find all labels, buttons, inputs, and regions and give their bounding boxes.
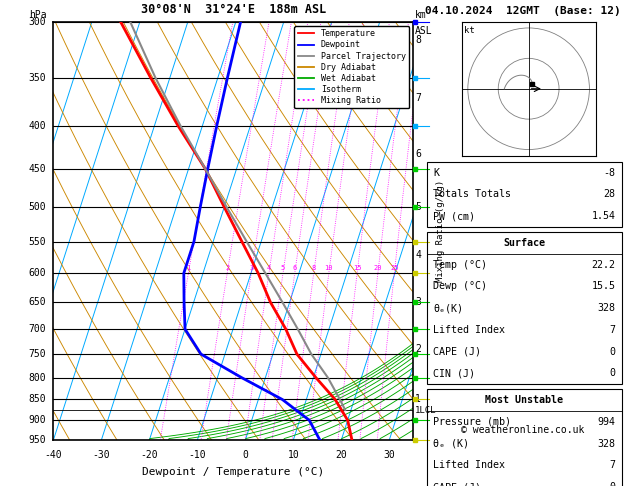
Text: 1: 1 [415, 395, 421, 404]
Text: Most Unstable: Most Unstable [486, 395, 564, 405]
Text: 0: 0 [610, 482, 616, 486]
Text: 15: 15 [353, 265, 362, 271]
Text: θₑ (K): θₑ (K) [433, 438, 469, 449]
Text: CAPE (J): CAPE (J) [433, 347, 481, 357]
Text: 6: 6 [292, 265, 297, 271]
Text: 328: 328 [598, 438, 616, 449]
Text: 10: 10 [287, 450, 299, 460]
Text: 15.5: 15.5 [591, 281, 616, 292]
Text: 8: 8 [311, 265, 316, 271]
Text: θₑ(K): θₑ(K) [433, 303, 464, 313]
Text: 800: 800 [29, 372, 47, 382]
Text: CIN (J): CIN (J) [433, 368, 476, 379]
Text: 500: 500 [29, 202, 47, 212]
Text: -40: -40 [45, 450, 62, 460]
Text: -30: -30 [92, 450, 110, 460]
Text: 28: 28 [603, 190, 616, 199]
Legend: Temperature, Dewpoint, Parcel Trajectory, Dry Adiabat, Wet Adiabat, Isotherm, Mi: Temperature, Dewpoint, Parcel Trajectory… [294, 26, 409, 108]
Text: CAPE (J): CAPE (J) [433, 482, 481, 486]
Text: 7: 7 [610, 460, 616, 470]
Bar [427, 232, 621, 384]
Text: hPa: hPa [29, 10, 47, 20]
Text: Dewp (°C): Dewp (°C) [433, 281, 487, 292]
Text: -8: -8 [603, 168, 616, 178]
Text: 7: 7 [415, 93, 421, 103]
Text: 2: 2 [415, 344, 421, 354]
Bar [427, 162, 621, 227]
Text: -10: -10 [189, 450, 206, 460]
Bar [427, 389, 621, 486]
Text: Totals Totals: Totals Totals [433, 190, 511, 199]
Text: 20: 20 [335, 450, 347, 460]
Text: 850: 850 [29, 395, 47, 404]
Text: 994: 994 [598, 417, 616, 427]
Text: 8: 8 [415, 35, 421, 45]
Text: 450: 450 [29, 164, 47, 174]
Text: 4: 4 [267, 265, 271, 271]
Text: 30: 30 [384, 450, 395, 460]
Text: Temp (°C): Temp (°C) [433, 260, 487, 270]
Text: © weatheronline.co.uk: © weatheronline.co.uk [460, 425, 584, 435]
Text: 650: 650 [29, 297, 47, 307]
Text: 2: 2 [225, 265, 230, 271]
Text: 3: 3 [415, 297, 421, 307]
Text: Mixing Ratio (g/kg): Mixing Ratio (g/kg) [436, 180, 445, 282]
Text: 0: 0 [610, 368, 616, 379]
Text: 30°08'N  31°24'E  188m ASL: 30°08'N 31°24'E 188m ASL [141, 2, 326, 16]
Text: 25: 25 [390, 265, 399, 271]
Text: 900: 900 [29, 415, 47, 425]
Text: 300: 300 [29, 17, 47, 27]
Text: 1.54: 1.54 [591, 211, 616, 221]
Text: Lifted Index: Lifted Index [433, 325, 506, 335]
Text: 10: 10 [325, 265, 333, 271]
Text: 5: 5 [415, 202, 421, 212]
Text: 04.10.2024  12GMT  (Base: 12): 04.10.2024 12GMT (Base: 12) [425, 6, 620, 16]
Text: 22.2: 22.2 [591, 260, 616, 270]
Text: 1: 1 [186, 265, 191, 271]
Text: 0: 0 [610, 347, 616, 357]
Text: 0: 0 [242, 450, 248, 460]
Text: 328: 328 [598, 303, 616, 313]
Text: 350: 350 [29, 73, 47, 83]
Text: 20: 20 [374, 265, 382, 271]
Text: 7: 7 [610, 325, 616, 335]
Text: 950: 950 [29, 435, 47, 445]
Text: 600: 600 [29, 268, 47, 278]
Text: -20: -20 [141, 450, 159, 460]
Text: 700: 700 [29, 324, 47, 334]
Text: 750: 750 [29, 349, 47, 359]
Text: Lifted Index: Lifted Index [433, 460, 506, 470]
Text: ASL: ASL [415, 27, 433, 36]
Text: 6: 6 [415, 149, 421, 159]
Text: 5: 5 [281, 265, 285, 271]
Text: 550: 550 [29, 237, 47, 247]
Text: PW (cm): PW (cm) [433, 211, 476, 221]
Text: 1LCL: 1LCL [415, 405, 437, 415]
Text: K: K [433, 168, 440, 178]
Text: 4: 4 [415, 250, 421, 260]
Text: Surface: Surface [503, 238, 545, 248]
Text: 400: 400 [29, 121, 47, 131]
Text: km: km [415, 10, 427, 20]
Text: Dewpoint / Temperature (°C): Dewpoint / Temperature (°C) [142, 467, 325, 477]
Text: 3: 3 [249, 265, 253, 271]
Text: Pressure (mb): Pressure (mb) [433, 417, 511, 427]
